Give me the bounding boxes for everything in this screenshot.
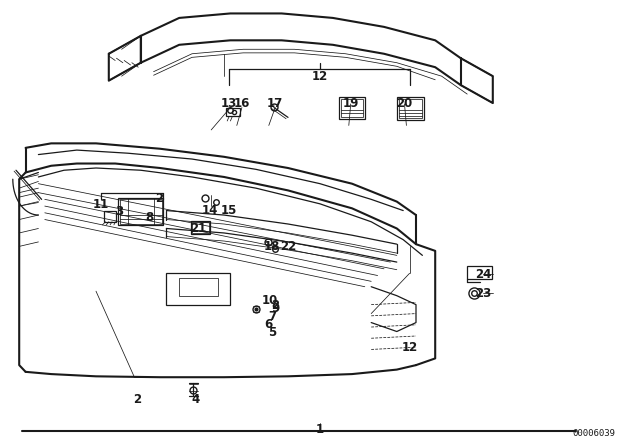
- Text: 22: 22: [280, 240, 296, 253]
- Text: 8: 8: [145, 211, 153, 224]
- Text: 2: 2: [134, 393, 141, 406]
- Bar: [397, 97, 424, 120]
- Text: 13: 13: [221, 97, 237, 111]
- Text: 14: 14: [202, 204, 218, 217]
- Text: 7: 7: [268, 310, 276, 323]
- Text: 12: 12: [312, 69, 328, 83]
- Text: 11: 11: [93, 198, 109, 211]
- Text: 9: 9: [271, 302, 279, 315]
- Bar: [166, 273, 230, 305]
- Text: 24: 24: [475, 267, 492, 281]
- Bar: [399, 99, 422, 118]
- Bar: [226, 108, 240, 116]
- Bar: [339, 97, 365, 119]
- Text: 5: 5: [268, 326, 276, 339]
- Text: 16: 16: [234, 97, 250, 111]
- Bar: [341, 99, 363, 117]
- Text: 4: 4: [191, 393, 199, 406]
- Text: 2: 2: [271, 299, 279, 312]
- Bar: [120, 199, 162, 224]
- Text: 10: 10: [262, 293, 278, 307]
- Text: 23: 23: [475, 287, 492, 300]
- Text: 19: 19: [342, 97, 359, 111]
- Bar: [104, 211, 116, 222]
- Text: 15: 15: [221, 204, 237, 217]
- Text: 6: 6: [265, 318, 273, 331]
- Text: 17: 17: [267, 97, 284, 111]
- Text: 3: 3: [115, 205, 123, 218]
- Bar: [179, 278, 218, 296]
- Text: 18: 18: [264, 240, 280, 253]
- Bar: [191, 221, 210, 234]
- Text: 1: 1: [316, 422, 324, 436]
- Bar: [467, 266, 492, 279]
- Text: 21: 21: [190, 222, 207, 235]
- Text: 20: 20: [396, 97, 413, 111]
- Text: 2: 2: [155, 191, 163, 205]
- Bar: [118, 198, 163, 225]
- Text: 12: 12: [401, 340, 418, 354]
- Text: 00006039: 00006039: [573, 429, 616, 438]
- Bar: [192, 222, 209, 233]
